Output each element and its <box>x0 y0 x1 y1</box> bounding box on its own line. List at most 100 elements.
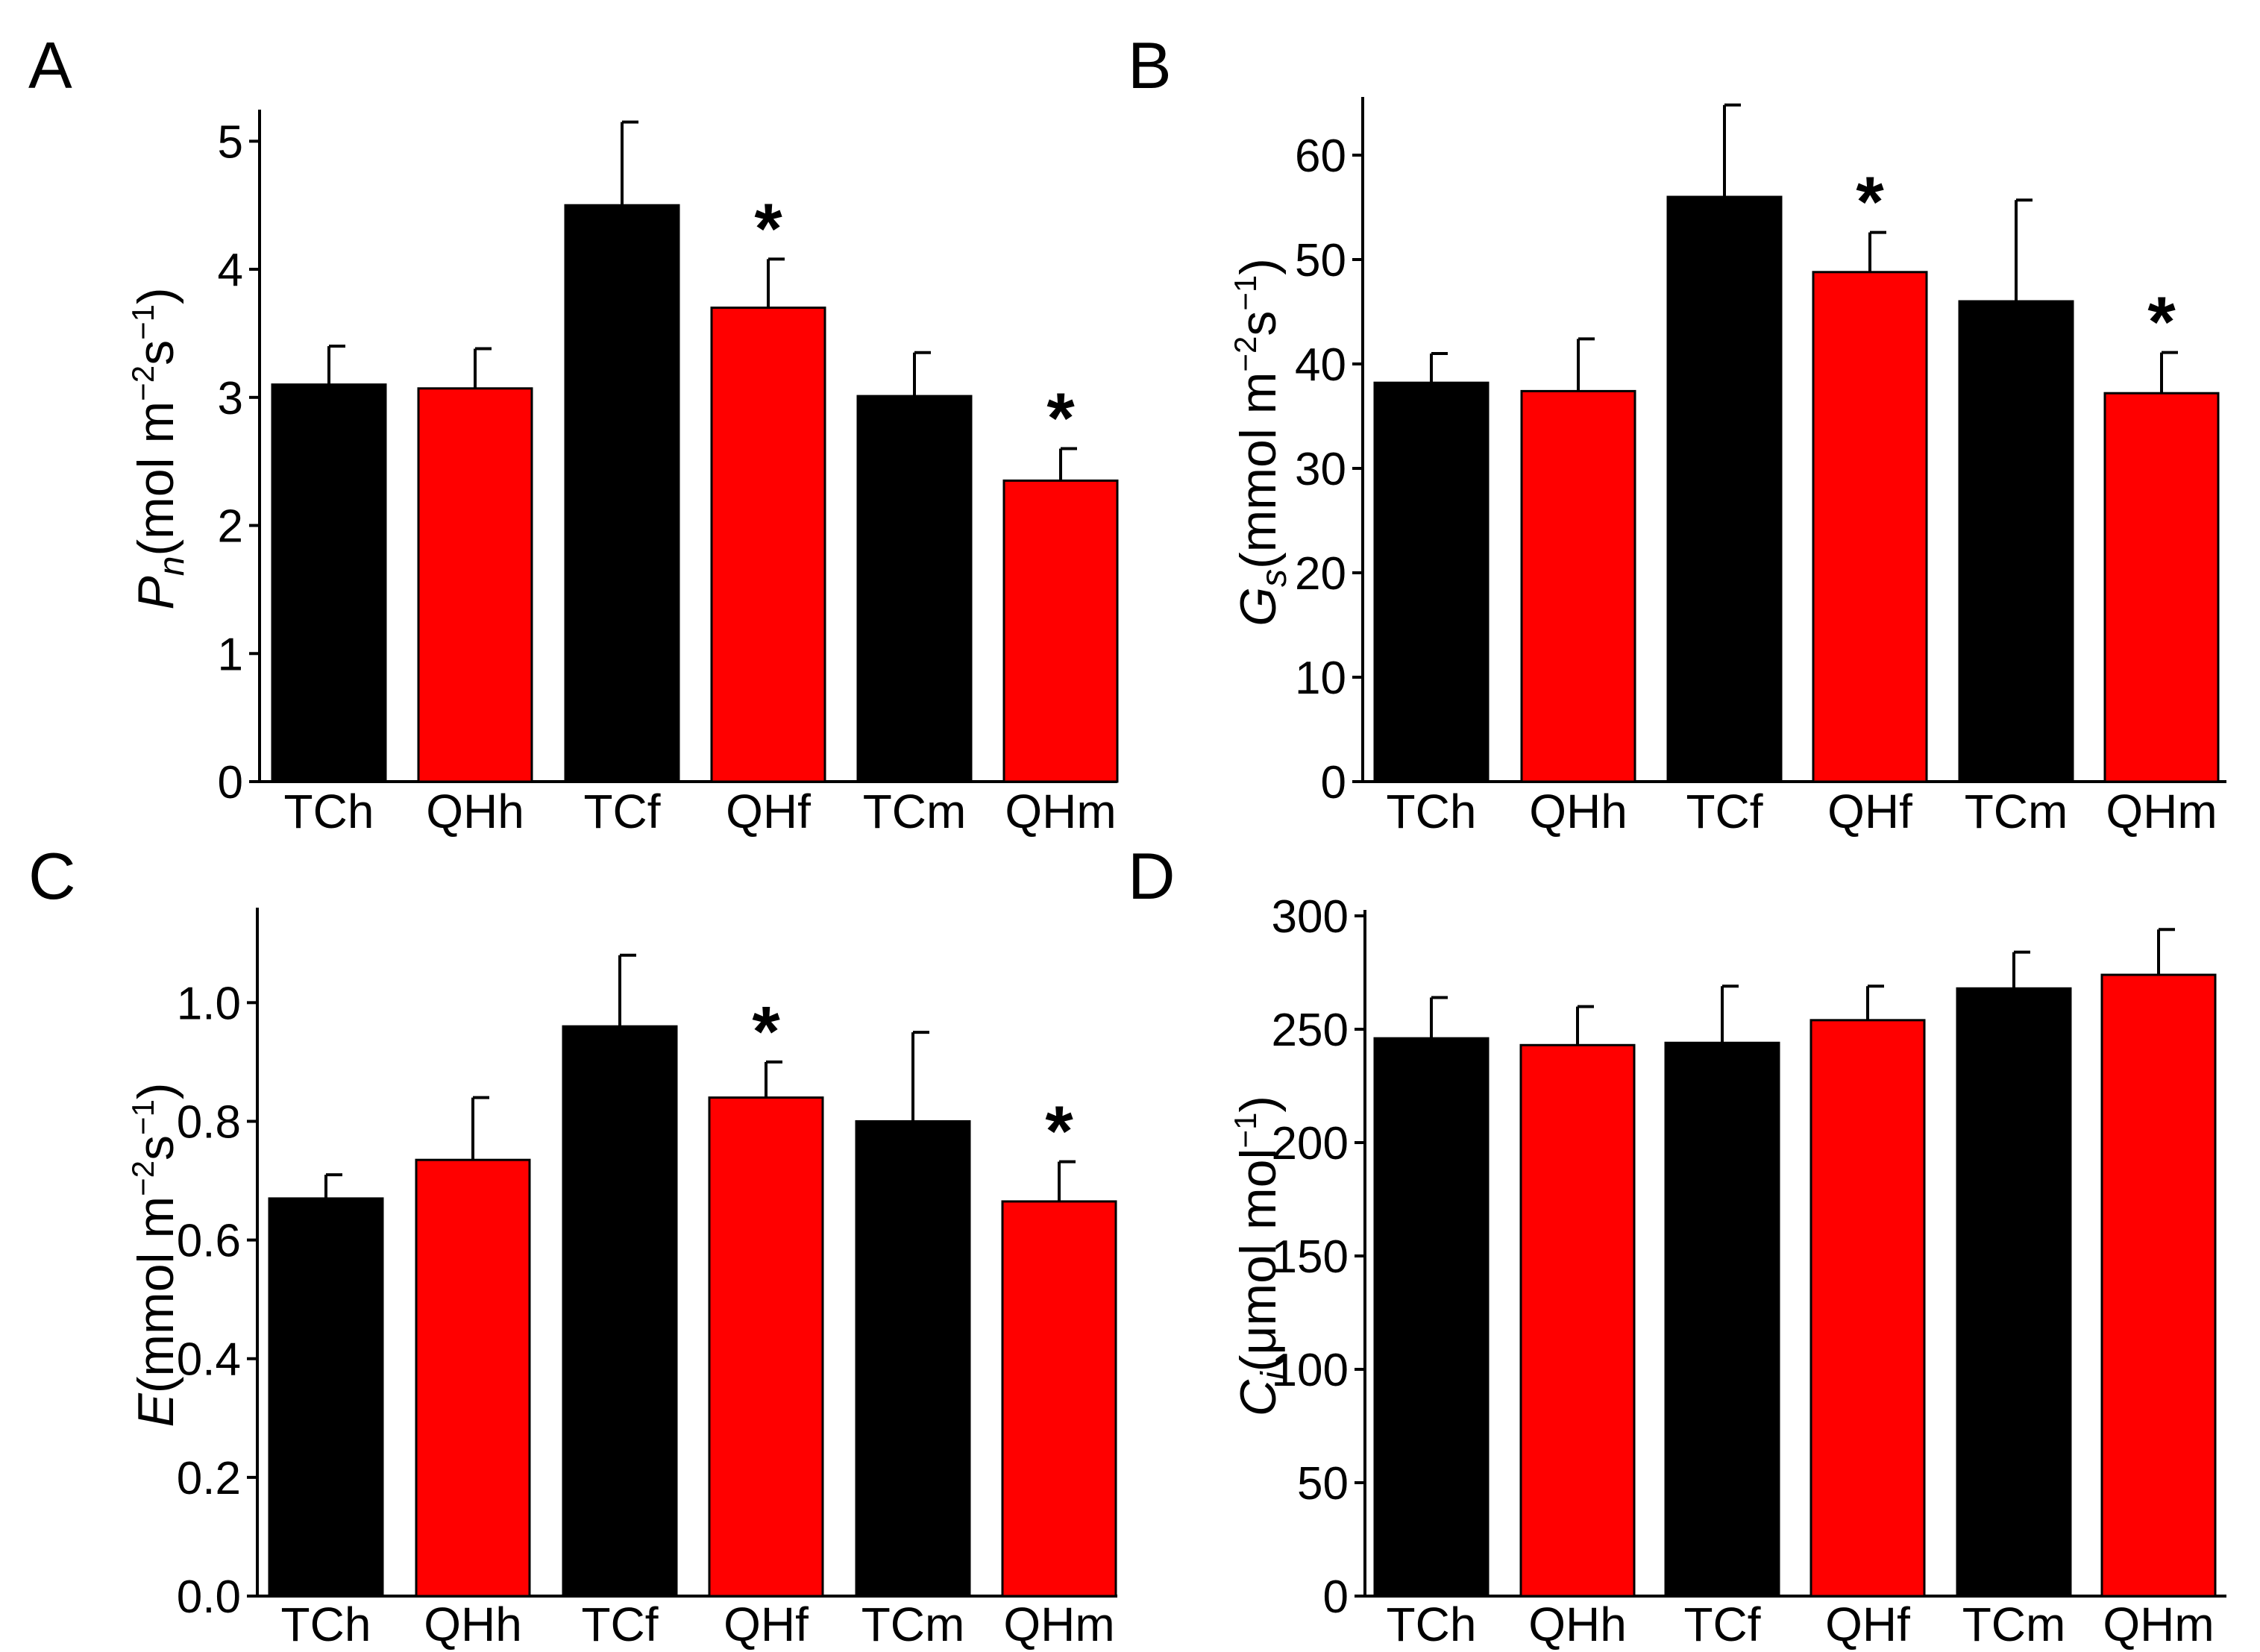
y-axis-label: Pn(mol m−2s−1) <box>125 287 192 609</box>
x-category-label: TCf <box>1686 785 1763 838</box>
x-category-label: QHh <box>426 785 524 838</box>
y-axis-label-unit: (mmol m <box>1230 372 1287 569</box>
significance-star: * <box>754 189 782 268</box>
x-category-label: QHm <box>1003 1598 1114 1651</box>
y-axis-label-variable: P <box>128 576 184 609</box>
x-category-label: TCh <box>1387 785 1477 838</box>
x-category-label: QHf <box>723 1598 809 1651</box>
x-category-label: TCm <box>861 1598 965 1651</box>
x-category-label: QHf <box>1825 1598 1910 1651</box>
bar-qhf <box>1809 1019 1926 1598</box>
y-tick-label: 200 <box>1272 1118 1349 1169</box>
panel-letter: C <box>28 839 76 913</box>
bar-tcf <box>1666 195 1783 783</box>
y-tick-label: 40 <box>1295 339 1346 391</box>
bar-qhh <box>1520 389 1636 783</box>
x-category-label: TCf <box>583 785 660 838</box>
significance-star: * <box>1046 379 1075 459</box>
y-axis-label-unit: s <box>128 1135 184 1161</box>
y-axis-label-unit: ) <box>1230 1096 1287 1113</box>
bar-tcf <box>1664 1041 1780 1598</box>
bar-tch <box>1373 1037 1490 1598</box>
y-axis-label-unit: (mol m <box>128 401 184 556</box>
y-tick-label: 1.0 <box>177 978 241 1029</box>
y-tick-label: 150 <box>1272 1231 1349 1283</box>
y-axis-label: Gs(mmol m−2s−1) <box>1228 258 1294 626</box>
bar-tcf <box>564 204 680 783</box>
y-tick-label: 0.6 <box>177 1216 241 1267</box>
x-category-label: TCh <box>1387 1598 1477 1651</box>
y-tick-label: 50 <box>1297 1458 1349 1510</box>
bar-qhh <box>1519 1043 1636 1598</box>
bar-qhm <box>2100 973 2217 1598</box>
panel-a: A 0 1 2 3 4 5 Pn(mol m−2s−1) TCh QHh TCf * QHf TCm * QH… <box>28 28 1119 838</box>
x-category-label: TCh <box>284 785 374 838</box>
significance-star: * <box>1856 163 1884 242</box>
y-tick-label: 4 <box>218 245 243 296</box>
x-category-label: TCf <box>1683 1598 1760 1651</box>
bar-tcm <box>856 395 973 783</box>
y-tick-label: 0 <box>1321 757 1346 808</box>
y-axis-label-variable: E <box>128 1393 184 1428</box>
y-tick-label: 0.8 <box>177 1096 241 1148</box>
y-axis-label: Ci(μmol mol−1) <box>1228 1096 1294 1416</box>
x-category-label: TCm <box>1965 785 2068 838</box>
bar-tcm <box>1956 987 2072 1598</box>
bar-tch <box>1373 381 1490 783</box>
bar-qhh <box>415 1158 531 1598</box>
significance-star: * <box>752 992 780 1072</box>
y-axis-label-superscript: −2 <box>125 365 160 401</box>
y-axis-label-superscript: −2 <box>125 1161 160 1196</box>
y-axis-label-subscript: i <box>1255 1371 1294 1380</box>
y-axis-label-unit: (μmol mol <box>1230 1148 1287 1372</box>
panel-c: C 0.0 0.2 0.4 0.6 0.8 1.0 E(mmol m−2s−1) TCh QHh T… <box>28 839 1117 1651</box>
y-tick-label: 3 <box>218 373 243 424</box>
bar-tcf <box>562 1025 678 1598</box>
y-tick-label: 0 <box>218 757 243 808</box>
panel-letter: D <box>1128 839 1175 913</box>
bar-qhm <box>1001 1200 1117 1598</box>
y-axis-label-unit: ) <box>1230 258 1287 275</box>
bar-tcm <box>855 1119 971 1598</box>
bar-qhm <box>1002 479 1119 783</box>
x-category-label: TCm <box>863 785 967 838</box>
panel-letter: A <box>28 28 72 102</box>
y-tick-label: 0.2 <box>177 1453 241 1504</box>
y-tick-label: 60 <box>1295 131 1346 182</box>
y-axis-label-superscript: −2 <box>1228 336 1263 372</box>
y-tick-label: 30 <box>1295 444 1346 495</box>
bar-tch <box>271 383 387 783</box>
bar-tch <box>268 1197 384 1598</box>
x-category-label: TCh <box>281 1598 371 1651</box>
bar-qhf <box>710 307 826 783</box>
y-axis-label-subscript: s <box>1255 569 1294 587</box>
y-tick-label: 100 <box>1272 1345 1349 1396</box>
y-axis-label-variable: C <box>1230 1379 1287 1416</box>
bar-tcm <box>1958 300 2074 783</box>
bar-qhf <box>708 1096 824 1598</box>
y-tick-label: 1 <box>218 629 243 680</box>
x-category-label: QHh <box>1528 1598 1627 1651</box>
significance-star: * <box>1045 1092 1073 1172</box>
panel-letter: B <box>1128 28 1172 102</box>
panel-d: D 0 50 100 150 200 250 300 Ci(μmol mol−1) TCh QHh T… <box>1128 839 2226 1651</box>
bar-qhf <box>1812 271 1928 783</box>
y-tick-label: 10 <box>1295 653 1346 704</box>
y-axis-label-superscript: −1 <box>125 304 160 340</box>
x-category-label: QHh <box>1529 785 1627 838</box>
x-category-label: QHf <box>1827 785 1912 838</box>
x-category-label: QHf <box>726 785 811 838</box>
bar-qhm <box>2103 392 2220 783</box>
y-tick-label: 0 <box>1323 1571 1349 1623</box>
y-axis-label-unit: ) <box>128 287 184 304</box>
x-category-label: QHm <box>1005 785 1116 838</box>
x-category-label: QHm <box>2106 785 2217 838</box>
y-axis-label-unit: s <box>1230 311 1287 336</box>
y-tick-label: 20 <box>1295 548 1346 600</box>
y-axis-label-unit: (mmol m <box>128 1196 184 1393</box>
y-axis-label-superscript: −1 <box>1228 1113 1263 1149</box>
x-category-label: QHm <box>2103 1598 2214 1651</box>
bar-qhh <box>417 387 533 783</box>
y-axis-label-variable: G <box>1230 587 1287 626</box>
